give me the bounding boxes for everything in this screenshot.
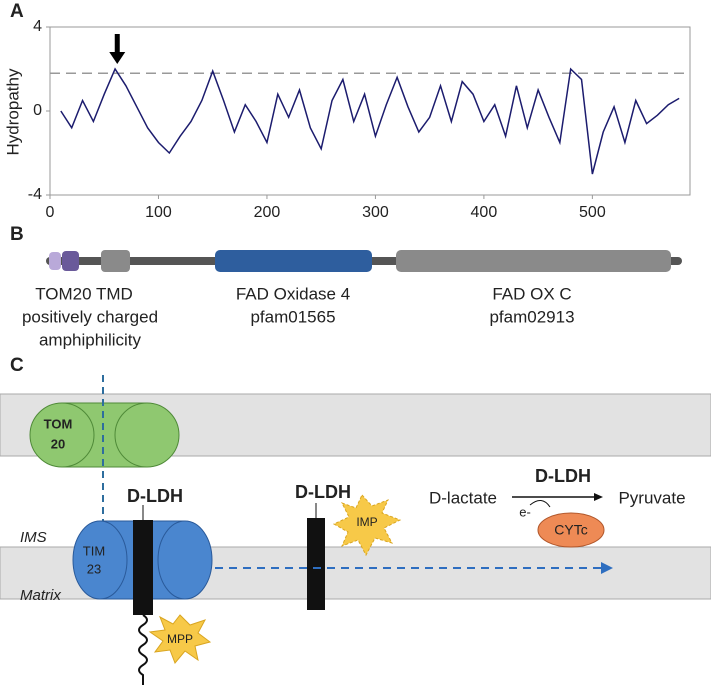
panel-label: A bbox=[10, 1, 24, 22]
imp-label: IMP bbox=[356, 515, 377, 529]
compartment-label: IMS bbox=[20, 529, 47, 546]
x-tick-label: 200 bbox=[254, 204, 281, 221]
mpp-star bbox=[148, 614, 212, 664]
protein-label: D-LDH bbox=[295, 482, 351, 502]
y-tick-label: 4 bbox=[33, 18, 42, 35]
x-tick-label: 400 bbox=[471, 204, 498, 221]
substrate: D-lactate bbox=[429, 488, 497, 507]
mpp-label: MPP bbox=[167, 632, 193, 646]
domain-label: positively charged bbox=[22, 307, 158, 326]
domain bbox=[49, 252, 61, 270]
hydropathy-line bbox=[60, 67, 680, 175]
domain bbox=[62, 251, 79, 271]
cytc-label: CYTc bbox=[554, 522, 587, 538]
panel-label: B bbox=[10, 224, 24, 245]
presequence bbox=[138, 614, 148, 685]
electron: e- bbox=[519, 504, 531, 519]
domain-label: FAD OX C bbox=[492, 284, 571, 303]
protein-label: D-LDH bbox=[127, 486, 183, 506]
y-tick-label: -4 bbox=[28, 186, 42, 203]
d-ldh-tm bbox=[133, 520, 153, 615]
domain-label: amphiphilicity bbox=[39, 330, 142, 349]
d-ldh-tm bbox=[307, 518, 325, 610]
arrow-head bbox=[109, 52, 126, 64]
x-tick-label: 0 bbox=[46, 204, 55, 221]
tim-label: TIM bbox=[83, 543, 105, 558]
tom-complex: TOM 20 bbox=[29, 402, 180, 468]
x-tick-label: 500 bbox=[579, 204, 606, 221]
domain bbox=[396, 250, 671, 272]
y-tick-label: 0 bbox=[33, 102, 42, 119]
domain-label: TOM20 TMD bbox=[35, 284, 133, 303]
tom-label: TOM bbox=[44, 416, 73, 431]
domain-label: pfam01565 bbox=[250, 307, 335, 326]
y-axis-label: Hydropathy bbox=[3, 68, 22, 155]
domain bbox=[101, 250, 130, 272]
domain bbox=[215, 250, 372, 272]
x-tick-label: 100 bbox=[145, 204, 172, 221]
tom-label: 20 bbox=[51, 436, 65, 451]
arrow-head bbox=[601, 562, 613, 574]
imp-star bbox=[332, 494, 402, 557]
x-tick-label: 300 bbox=[362, 204, 389, 221]
electron-arrow bbox=[529, 500, 551, 508]
panel-label: C bbox=[10, 355, 24, 376]
reaction-enzyme: D-LDH bbox=[535, 466, 591, 486]
product: Pyruvate bbox=[618, 488, 685, 507]
cytc bbox=[537, 512, 605, 548]
compartment-label: Matrix bbox=[20, 587, 61, 604]
tim-label: 23 bbox=[87, 561, 101, 576]
domain-label: pfam02913 bbox=[489, 307, 574, 326]
domain-label: FAD Oxidase 4 bbox=[236, 284, 350, 303]
